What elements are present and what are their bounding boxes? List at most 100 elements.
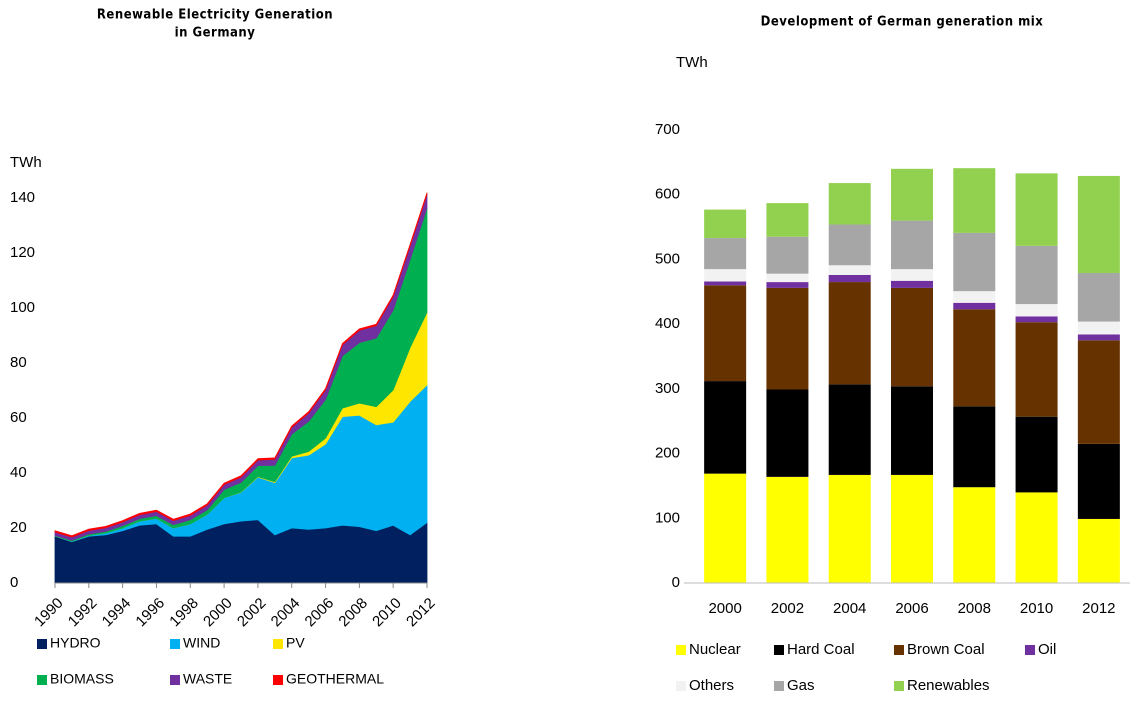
bar bbox=[1015, 245, 1058, 305]
bar bbox=[766, 389, 809, 477]
legend-swatch bbox=[170, 639, 180, 649]
x-tick-label: 2000 bbox=[708, 600, 741, 617]
bar bbox=[891, 220, 933, 270]
y-tick-label: 80 bbox=[10, 354, 27, 371]
y-tick-label: 40 bbox=[10, 464, 27, 481]
bar bbox=[953, 168, 996, 233]
bar bbox=[766, 287, 809, 390]
bar bbox=[1015, 173, 1058, 246]
y-tick-label: 100 bbox=[10, 299, 35, 316]
bar bbox=[766, 236, 809, 274]
bar bbox=[828, 282, 871, 385]
bar bbox=[1077, 175, 1120, 274]
legend-label: Hard Coal bbox=[787, 641, 855, 658]
y-tick-label: 0 bbox=[672, 574, 680, 591]
bar bbox=[1077, 321, 1120, 335]
bar bbox=[828, 224, 871, 266]
legend-swatch bbox=[273, 675, 283, 685]
y-tick-label: 120 bbox=[10, 244, 35, 261]
bar bbox=[704, 473, 747, 583]
legend-swatch bbox=[676, 645, 686, 655]
legend-swatch bbox=[894, 681, 904, 691]
legend-swatch bbox=[676, 681, 686, 691]
bar bbox=[766, 282, 809, 288]
x-tick-label: 2000 bbox=[200, 595, 236, 631]
x-tick-label: 1990 bbox=[31, 595, 67, 631]
bar bbox=[704, 381, 747, 474]
legend-label: BIOMASS bbox=[50, 671, 114, 687]
bar bbox=[953, 232, 996, 292]
chart-title: in Germany bbox=[175, 26, 256, 41]
legend-swatch bbox=[37, 639, 47, 649]
legend-label: HYDRO bbox=[50, 635, 101, 651]
x-tick-label: 1996 bbox=[132, 595, 168, 631]
bar bbox=[704, 269, 747, 282]
x-tick-label: 2006 bbox=[895, 600, 928, 617]
y-tick-label: 100 bbox=[655, 509, 680, 526]
legend-swatch bbox=[894, 645, 904, 655]
bar bbox=[1015, 416, 1058, 493]
legend-swatch bbox=[774, 681, 784, 691]
legend-label: Gas bbox=[787, 677, 815, 694]
bar bbox=[1077, 443, 1120, 519]
y-tick-label: 0 bbox=[10, 574, 18, 591]
legend-label: WASTE bbox=[183, 671, 232, 687]
bar bbox=[891, 168, 933, 221]
y-tick-label: 140 bbox=[10, 189, 35, 206]
y-tick-label: 400 bbox=[655, 315, 680, 332]
x-tick-label: 2002 bbox=[234, 595, 270, 631]
x-tick-label: 2006 bbox=[302, 595, 338, 631]
legend-label: Others bbox=[689, 677, 734, 694]
x-tick-label: 2002 bbox=[771, 600, 804, 617]
y-tick-label: 60 bbox=[10, 409, 27, 426]
legend-swatch bbox=[37, 675, 47, 685]
bar bbox=[704, 209, 747, 239]
legend-label: Brown Coal bbox=[907, 641, 985, 658]
x-tick-label: 2008 bbox=[958, 600, 991, 617]
y-tick-label: 700 bbox=[655, 121, 680, 138]
bar bbox=[828, 274, 871, 283]
legend-label: Renewables bbox=[907, 677, 990, 694]
bar bbox=[953, 309, 996, 407]
bar bbox=[1015, 492, 1058, 583]
chart-title: Development of German generation mix bbox=[761, 15, 1044, 30]
bar bbox=[1077, 518, 1120, 583]
bar bbox=[1015, 304, 1058, 317]
bar bbox=[1077, 334, 1120, 341]
bar bbox=[1015, 322, 1058, 417]
x-tick-label: 2010 bbox=[1020, 600, 1053, 617]
legend-label: GEOTHERMAL bbox=[286, 671, 384, 687]
legend-label: PV bbox=[286, 635, 305, 651]
bar bbox=[891, 474, 933, 583]
bar bbox=[953, 302, 996, 310]
bar bbox=[828, 384, 871, 475]
bar bbox=[704, 281, 747, 286]
y-tick-label: 300 bbox=[655, 380, 680, 397]
legend-swatch bbox=[170, 675, 180, 685]
bar bbox=[1015, 316, 1058, 323]
bar bbox=[891, 386, 933, 475]
bar bbox=[891, 280, 933, 288]
x-tick-label: 1998 bbox=[166, 595, 202, 631]
bar bbox=[766, 203, 809, 237]
bar bbox=[828, 265, 871, 275]
x-tick-label: 2008 bbox=[335, 595, 371, 631]
y-tick-label: 20 bbox=[10, 519, 27, 536]
y-axis-label: TWh bbox=[10, 154, 42, 171]
y-tick-label: 600 bbox=[655, 186, 680, 203]
bar bbox=[953, 291, 996, 303]
y-axis-label: TWh bbox=[676, 54, 708, 71]
legend-label: WIND bbox=[183, 635, 220, 651]
bar bbox=[704, 285, 747, 382]
legend-swatch bbox=[774, 645, 784, 655]
legend-swatch bbox=[273, 639, 283, 649]
bar bbox=[1077, 273, 1120, 322]
bar bbox=[1077, 340, 1120, 444]
y-tick-label: 200 bbox=[655, 445, 680, 462]
bar bbox=[953, 406, 996, 488]
x-tick-label: 2012 bbox=[1082, 600, 1115, 617]
legend-label: Nuclear bbox=[689, 641, 741, 658]
bar bbox=[953, 487, 996, 583]
area bbox=[54, 192, 428, 538]
